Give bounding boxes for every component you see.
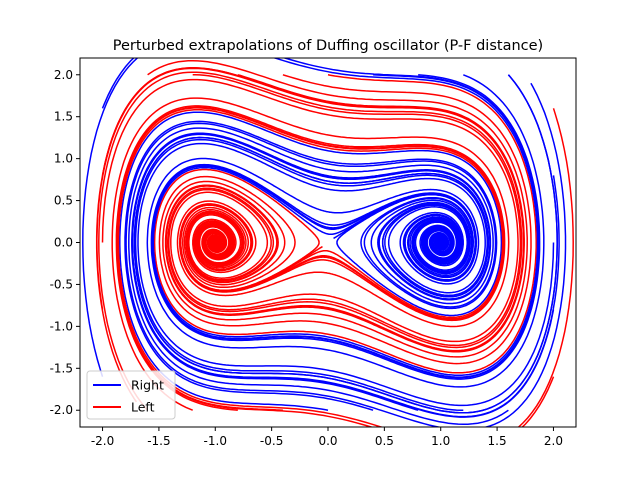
trajectory-line [179, 204, 323, 292]
y-tick-label: -1.0 [50, 319, 73, 333]
x-tick-label: 1.0 [431, 434, 450, 448]
y-tick-label: -1.5 [50, 361, 73, 375]
x-axis: -2.0 -1.5 -1.0 -0.5 0.0 0.5 1.0 1.5 2.0 [91, 427, 563, 448]
chart-title: Perturbed extrapolations of Duffing osci… [113, 38, 543, 54]
x-tick-label: -1.5 [147, 434, 170, 448]
y-tick-label: 2.0 [54, 68, 73, 82]
y-tick-label: 1.0 [54, 152, 73, 166]
x-tick-label: 0.5 [375, 434, 394, 448]
x-tick-label: -0.5 [260, 434, 283, 448]
y-tick-label: 0.0 [54, 236, 73, 250]
legend-label: Right [131, 378, 164, 393]
legend-label: Left [131, 400, 155, 415]
y-tick-label: -2.0 [50, 403, 73, 417]
y-tick-label: -0.5 [50, 277, 73, 291]
legend: Right Left [86, 370, 176, 420]
trajectory-curves [82, 58, 574, 427]
trajectory-line [333, 193, 477, 281]
trajectory-line [101, 58, 540, 379]
x-tick-label: 1.5 [488, 434, 507, 448]
x-tick-label: 2.0 [544, 434, 563, 448]
y-tick-label: 0.5 [54, 194, 73, 208]
x-tick-label: -2.0 [91, 434, 114, 448]
y-axis: 2.0 1.5 1.0 0.5 0.0 -0.5 -1.0 -1.5 -2.0 [50, 68, 80, 417]
x-tick-label: -1.0 [204, 434, 227, 448]
x-tick-label: 0.0 [318, 434, 337, 448]
y-tick-label: 1.5 [54, 110, 73, 124]
